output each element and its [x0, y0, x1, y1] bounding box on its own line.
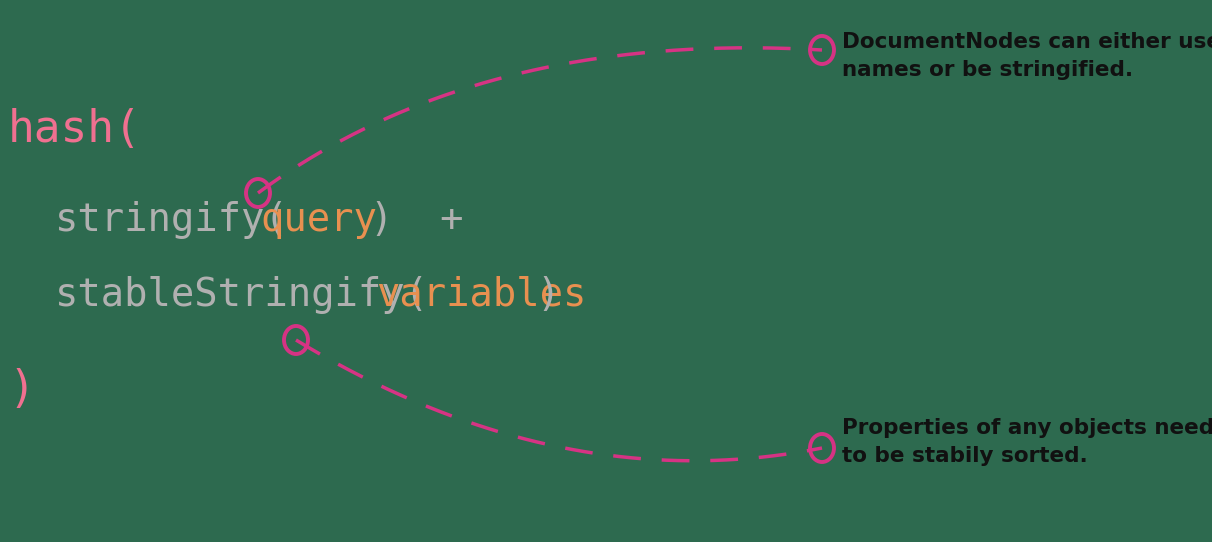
Text: hash(: hash( — [8, 108, 142, 152]
Text: variables: variables — [376, 276, 587, 314]
Text: to be stabily sorted.: to be stabily sorted. — [842, 446, 1087, 466]
Text: ): ) — [8, 369, 35, 411]
Text: ): ) — [536, 276, 560, 314]
Text: )  +: ) + — [370, 201, 463, 239]
Text: query: query — [261, 201, 377, 239]
Text: DocumentNodes can either use: DocumentNodes can either use — [842, 32, 1212, 52]
Text: stringify(: stringify( — [55, 201, 288, 239]
Text: Properties of any objects need: Properties of any objects need — [842, 418, 1212, 438]
Text: stableStringify(: stableStringify( — [55, 276, 429, 314]
Text: names or be stringified.: names or be stringified. — [842, 60, 1133, 80]
